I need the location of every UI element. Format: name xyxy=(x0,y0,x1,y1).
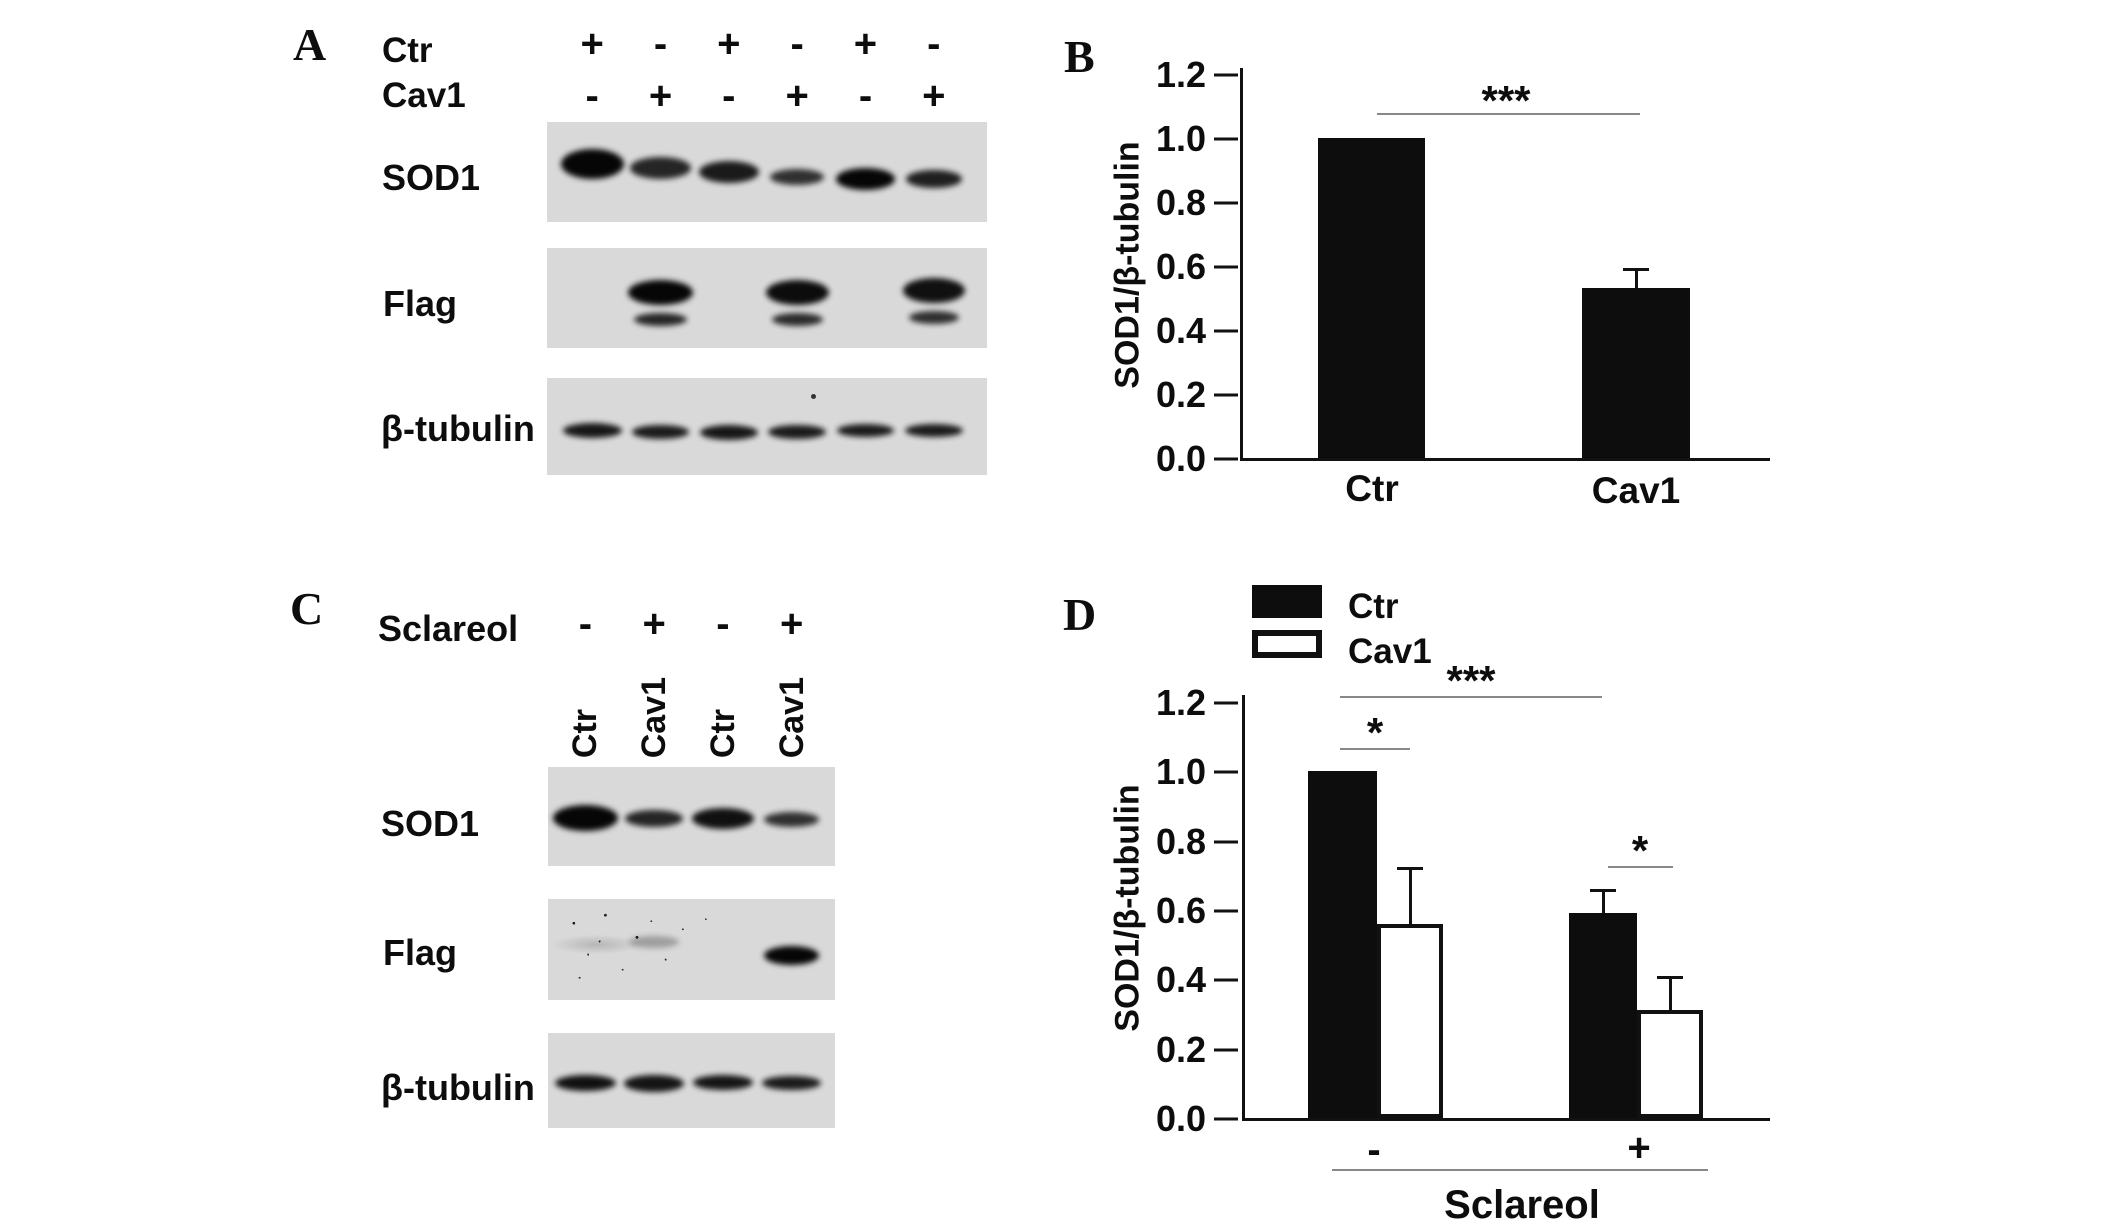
panel-d-sig-star-plus: * xyxy=(1631,827,1649,874)
blot-band xyxy=(836,168,895,190)
bar-d-ctr-minus xyxy=(1308,0,1377,1118)
panel-b-xlabel-ctr: Ctr xyxy=(1345,468,1399,509)
error-bar xyxy=(1601,890,1605,913)
blot-band xyxy=(836,424,895,437)
blot-c-sod1-bands xyxy=(551,767,826,866)
panel-d-xaxis-label: Sclareol xyxy=(1444,1183,1600,1227)
panel-d-sig-line-minus xyxy=(1340,748,1410,750)
panel-d-ylabel: SOD1/β-tubulin xyxy=(1108,784,1147,1032)
bar-d-cav1-plus xyxy=(1637,0,1703,1118)
blot-c-flag-label: Flag xyxy=(383,932,458,973)
panel-d-yticks: 1.2 1.0 0.8 0.6 0.4 0.2 0.0 xyxy=(1116,685,1206,1137)
blot-band xyxy=(630,157,691,179)
blot-c-flag-bands xyxy=(551,899,826,1000)
error-bar xyxy=(1408,868,1412,924)
panel-a-row1-label: Ctr xyxy=(382,31,433,70)
bar-fill xyxy=(1318,138,1425,458)
blot-image-a-flag xyxy=(547,248,987,348)
blot-image-a-sod1 xyxy=(547,122,987,222)
panel-c-signs: - + - + xyxy=(578,602,804,646)
blot-band xyxy=(905,424,963,437)
blot-band xyxy=(765,279,829,305)
panel-b-sig-stars: *** xyxy=(1481,77,1531,124)
blot-band xyxy=(903,277,965,303)
blot-band xyxy=(764,812,820,827)
bar-fill xyxy=(1582,288,1690,458)
panel-d-xaxis-line xyxy=(1242,1118,1770,1121)
blot-band xyxy=(629,935,679,948)
blot-band xyxy=(624,810,684,827)
bar-fill xyxy=(1377,924,1443,1118)
blot-band xyxy=(698,161,759,183)
blot-band xyxy=(769,169,825,185)
legend-swatch-ctr xyxy=(1252,585,1322,618)
error-bar xyxy=(1668,977,1672,1010)
legend-swatch-cav1 xyxy=(1252,630,1322,658)
panel-d-sig-line-across xyxy=(1340,696,1602,698)
legend-label-ctr: Ctr xyxy=(1348,587,1399,626)
blot-image-c-sod1 xyxy=(548,767,835,866)
panel-c-letter: C xyxy=(290,583,324,634)
panel-d-group-sign-plus: + xyxy=(1627,1126,1651,1170)
blot-band xyxy=(623,1075,685,1092)
panel-d-xaxis-group-line xyxy=(1332,1169,1708,1171)
blot-band xyxy=(692,1075,754,1090)
panel-d-yaxis-line xyxy=(1242,695,1245,1121)
panel-b-xlabel-cav1: Cav1 xyxy=(1591,470,1681,511)
panel-a-row2-signs: - + - + - + xyxy=(585,74,946,118)
blot-band xyxy=(628,279,693,305)
panel-b-ylabel: SOD1/β-tubulin xyxy=(1108,141,1147,389)
panel-d-sig-star-minus: * xyxy=(1366,709,1384,756)
blot-image-c-btubulin xyxy=(548,1033,835,1128)
blot-band xyxy=(631,424,690,439)
bar-d-ctr-plus xyxy=(1569,0,1637,1118)
bar-b-ctr xyxy=(1318,0,1425,458)
legend-label-cav1: Cav1 xyxy=(1348,632,1432,671)
panel-d-sig-line-plus xyxy=(1608,866,1673,868)
blot-band xyxy=(552,804,619,831)
bar-d-cav1-minus xyxy=(1377,0,1443,1118)
blot-a-flag-bands xyxy=(558,248,968,348)
panel-a-row2-label: Cav1 xyxy=(382,76,466,115)
bar-fill xyxy=(1569,913,1637,1118)
blot-a-btubulin-label: β-tubulin xyxy=(381,408,535,449)
bar-fill xyxy=(1308,771,1377,1118)
blot-image-c-flag xyxy=(548,899,835,1000)
bar-fill xyxy=(1637,1010,1703,1118)
panel-d-letter: D xyxy=(1063,589,1097,640)
panel-d-group-sign-minus: - xyxy=(1367,1128,1381,1172)
bar-b-cav1 xyxy=(1582,0,1690,458)
blot-band xyxy=(700,425,758,440)
blot-band xyxy=(762,1075,822,1090)
blot-band xyxy=(768,424,826,439)
panel-b-sig-line xyxy=(1377,113,1640,115)
panel-a-row1-signs: + - + - + - xyxy=(580,22,941,66)
blot-c-sod1-label: SOD1 xyxy=(381,803,480,844)
panel-b-yticks: 1.2 1.0 0.8 0.6 0.4 0.2 0.0 xyxy=(1116,57,1206,477)
panel-a-letter: A xyxy=(293,19,327,70)
blot-a-btubulin-bands xyxy=(558,378,968,475)
blot-band xyxy=(560,149,624,179)
error-bar xyxy=(1634,269,1638,288)
blot-a-sod1-label: SOD1 xyxy=(382,157,481,198)
blot-c-btubulin-label: β-tubulin xyxy=(381,1067,535,1108)
panel-b-yaxis-line xyxy=(1240,68,1243,461)
blot-image-a-btubulin xyxy=(547,378,987,475)
blot-band xyxy=(691,808,754,829)
blot-a-sod1-bands xyxy=(558,122,968,222)
panel-d-sig-stars-across: *** xyxy=(1446,657,1496,704)
blot-band xyxy=(562,423,622,438)
panel-b-letter: B xyxy=(1064,31,1095,82)
blot-band xyxy=(555,1074,616,1091)
blot-c-btubulin-bands xyxy=(551,1033,826,1128)
blot-a-flag-label: Flag xyxy=(383,283,458,324)
panel-c-treatment-label: Sclareol xyxy=(378,608,519,649)
blot-band xyxy=(764,946,820,965)
panel-c-lane-labels: Ctr Cav1 Ctr Cav1 xyxy=(566,676,811,758)
blot-band xyxy=(905,170,962,188)
panel-b-xaxis-line xyxy=(1240,458,1770,461)
